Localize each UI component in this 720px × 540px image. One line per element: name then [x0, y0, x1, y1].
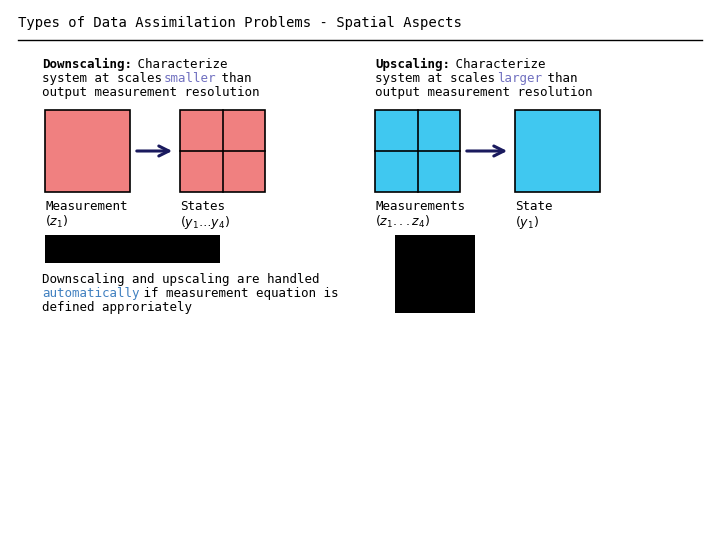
Text: Characterize: Characterize: [130, 58, 228, 71]
Bar: [515, 110, 600, 192]
Bar: [45, 235, 220, 263]
Text: than: than: [540, 72, 577, 85]
Text: $(y_1)$: $(y_1)$: [515, 214, 539, 231]
Text: Types of Data Assimilation Problems - Spatial Aspects: Types of Data Assimilation Problems - Sp…: [18, 16, 462, 30]
Text: smaller: smaller: [164, 72, 217, 85]
Text: defined approriately: defined approriately: [42, 301, 192, 314]
Text: States: States: [180, 200, 225, 213]
Text: Upscaling:: Upscaling:: [375, 58, 450, 71]
Text: system at scales: system at scales: [375, 72, 503, 85]
Text: $(y_1 \ldots y_4)$: $(y_1 \ldots y_4)$: [180, 214, 230, 231]
Text: $(z_1...z_4)$: $(z_1...z_4)$: [375, 214, 430, 230]
Text: than: than: [214, 72, 251, 85]
Text: Measurements: Measurements: [375, 200, 465, 213]
Text: larger: larger: [497, 72, 542, 85]
Text: output measurement resolution: output measurement resolution: [42, 86, 259, 99]
Bar: [180, 110, 265, 192]
Text: system at scales: system at scales: [42, 72, 169, 85]
Text: State: State: [515, 200, 552, 213]
Text: Measurement: Measurement: [45, 200, 127, 213]
Text: automatically: automatically: [42, 287, 140, 300]
Text: Characterize: Characterize: [448, 58, 546, 71]
Bar: [395, 235, 475, 313]
Bar: [45, 110, 130, 192]
Text: if measurement equation is: if measurement equation is: [136, 287, 338, 300]
Bar: [375, 110, 460, 192]
Text: Downscaling and upscaling are handled: Downscaling and upscaling are handled: [42, 273, 320, 286]
Text: $(z_1)$: $(z_1)$: [45, 214, 68, 230]
Text: Downscaling:: Downscaling:: [42, 58, 132, 71]
Text: output measurement resolution: output measurement resolution: [375, 86, 593, 99]
